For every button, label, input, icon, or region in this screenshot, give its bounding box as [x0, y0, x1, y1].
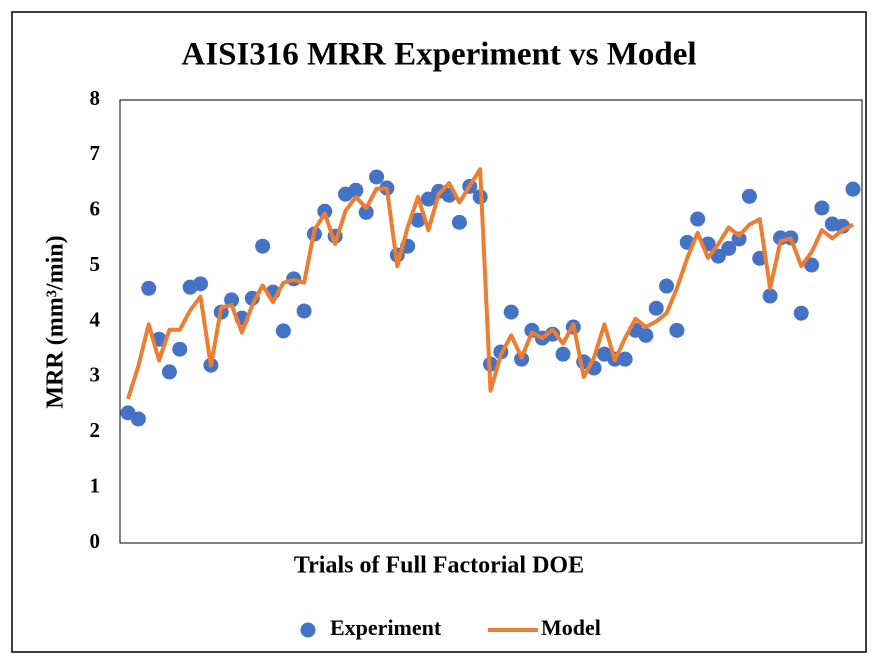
experiment-point: [845, 181, 861, 197]
experiment-point: [451, 214, 467, 230]
legend-label: Experiment: [330, 615, 442, 640]
experiment-point: [317, 203, 333, 219]
experiment-point: [410, 212, 426, 228]
experiment-point: [721, 240, 737, 256]
model-line: [126, 167, 854, 400]
y-tick-label: 0: [90, 529, 101, 553]
experiment-point: [224, 292, 240, 308]
experiment-point: [814, 200, 830, 216]
y-tick-label: 4: [90, 307, 101, 331]
experiment-point: [617, 351, 633, 367]
y-tick-label: 6: [90, 197, 101, 221]
experiment-point: [793, 305, 809, 321]
y-axis-label: MRR (mm³/min): [43, 235, 69, 408]
experiment-point: [161, 364, 177, 380]
experiment-point: [710, 248, 726, 264]
experiment-point: [648, 300, 664, 316]
y-tick-label: 8: [90, 86, 101, 110]
experiment-point: [741, 188, 757, 204]
experiment-point: [503, 304, 519, 320]
y-tick-label: 2: [90, 418, 101, 442]
chart-border: [11, 11, 867, 653]
experiment-point: [804, 257, 820, 273]
x-axis-label: Trials of Full Factorial DOE: [294, 553, 584, 579]
legend-marker: [300, 622, 316, 638]
chart-title: AISI316 MRR Experiment vs Model: [181, 37, 696, 73]
experiment-point: [669, 322, 685, 338]
y-tick-label: 5: [90, 252, 101, 276]
plot-area: [119, 99, 863, 544]
experiment-point: [690, 211, 706, 227]
experiment-point: [555, 346, 571, 362]
experiment-point: [193, 276, 208, 292]
y-tick-label: 3: [90, 363, 101, 387]
experiment-point: [296, 303, 312, 319]
experiment-point: [275, 323, 291, 339]
experiment-point: [638, 327, 654, 343]
y-tick-label: 1: [90, 473, 101, 497]
y-tick-label: 7: [90, 141, 101, 165]
experiment-point: [762, 288, 778, 304]
experiment-point: [659, 278, 675, 294]
experiment-point: [420, 191, 436, 207]
experiment-point: [255, 238, 271, 254]
experiment-point: [172, 341, 188, 357]
experiment-point: [348, 182, 364, 198]
experiment-point: [358, 204, 374, 220]
legend-label: Model: [541, 615, 601, 640]
experiment-point: [369, 169, 385, 185]
experiment-point: [130, 411, 146, 427]
experiment-point: [141, 280, 157, 296]
